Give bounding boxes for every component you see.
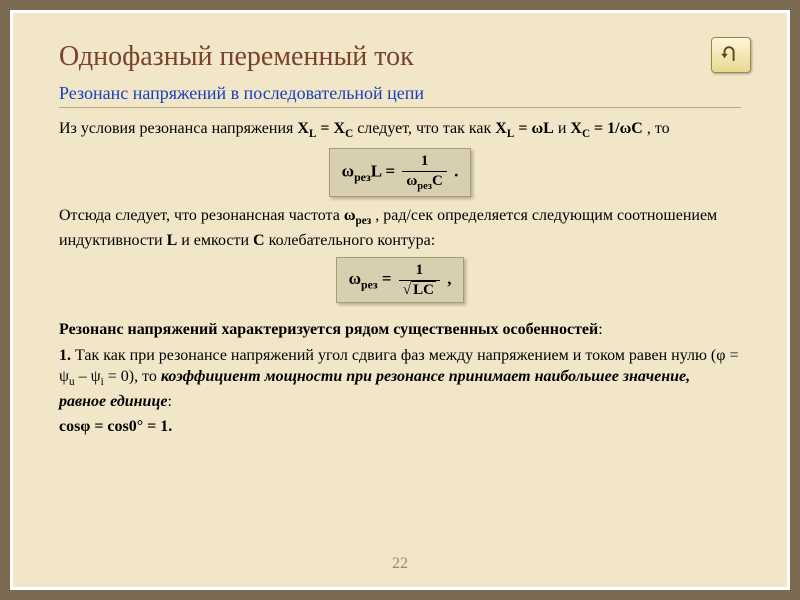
paragraph-4: 1. Так как при резонансе напряжений угол… xyxy=(59,345,741,412)
page-subtitle: Резонанс напряжений в последовательной ц… xyxy=(59,83,741,108)
p2-C: C xyxy=(253,232,265,249)
p4-d: = 0), то xyxy=(108,368,161,385)
f1-dot: . xyxy=(454,162,458,181)
p1-text-a: Из условия резонанса напряжения xyxy=(59,120,297,137)
p2-d: колебательного контура: xyxy=(269,232,436,249)
f2-omega: ω xyxy=(349,269,361,288)
slide-panel: Однофазный переменный ток Резонанс напря… xyxy=(10,10,790,590)
p1-text-b: следует, что так как xyxy=(357,120,495,137)
paragraph-1: Из условия резонанса напряжения XL = XC … xyxy=(59,118,741,142)
f1-sub: рез xyxy=(354,170,371,184)
f2-den: √LC xyxy=(399,281,440,299)
p4-usub: u xyxy=(69,377,75,389)
p4-c: – ψ xyxy=(79,368,101,385)
formula-1: ωрезL = 1 ωрезC . xyxy=(329,148,472,197)
f2-sub: рез xyxy=(361,278,378,292)
f1-omega: ω xyxy=(342,162,354,181)
page-title: Однофазный переменный ток xyxy=(59,41,741,73)
f2-fraction: 1 √LC xyxy=(399,262,440,298)
back-button[interactable] xyxy=(711,37,751,73)
p2-L: L xyxy=(167,232,178,249)
p4-f: : xyxy=(167,393,171,410)
eq1: = xyxy=(320,120,333,137)
f2-num: 1 xyxy=(399,262,440,281)
formula-2-wrap: ωрез = 1 √LC , xyxy=(59,255,741,311)
p2-a: Отсюда следует, что резонансная частота xyxy=(59,207,344,224)
xl-symbol: XL xyxy=(297,120,316,137)
f1-den: ωрезC xyxy=(402,172,447,193)
f1-fraction: 1 ωрезC xyxy=(402,153,447,192)
p5: cosφ = cos0° = 1. xyxy=(59,418,172,435)
u-turn-icon xyxy=(718,44,744,66)
content-area: Однофазный переменный ток Резонанс напря… xyxy=(13,13,787,587)
xc-eq-1wc: XC = 1/ωC xyxy=(570,120,642,137)
p2-c: и емкости xyxy=(181,232,253,249)
paragraph-2: Отсюда следует, что резонансная частота … xyxy=(59,205,741,251)
xl-eq-wl: XL = ωL xyxy=(495,120,554,137)
p1-text-d: , то xyxy=(647,120,670,137)
p4-num: 1. xyxy=(59,347,71,364)
paragraph-3: Резонанс напряжений характеризуется рядо… xyxy=(59,319,741,341)
xc-symbol: XC xyxy=(334,120,354,137)
paragraph-5: cosφ = cos0° = 1. xyxy=(59,416,741,438)
page-number: 22 xyxy=(392,555,408,573)
formula-2: ωрез = 1 √LC , xyxy=(336,257,465,303)
f1-L: L = xyxy=(371,162,400,181)
formula-1-wrap: ωрезL = 1 ωрезC . xyxy=(59,146,741,205)
p1-text-c: и xyxy=(558,120,571,137)
f2-eq: = xyxy=(378,269,396,288)
p3-colon: : xyxy=(598,321,602,338)
f2-comma: , xyxy=(447,269,451,288)
p2-omega: ωрез xyxy=(344,207,371,224)
p3-bold: Резонанс напряжений характеризуется рядо… xyxy=(59,321,598,338)
f1-num: 1 xyxy=(402,153,447,172)
p4-isub: i xyxy=(101,377,104,389)
